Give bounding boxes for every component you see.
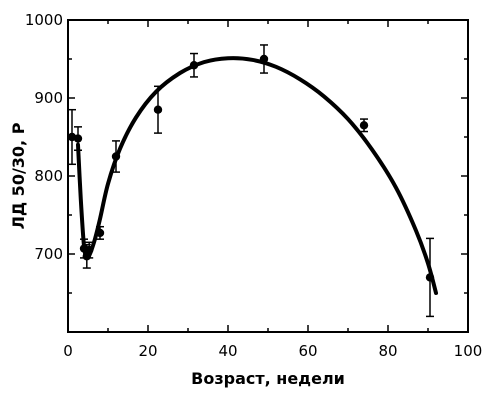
- data-point: [359, 121, 369, 130]
- x-tick-label: 0: [63, 342, 73, 360]
- y-axis-label: ЛД 50/30, Р: [9, 122, 28, 229]
- data-point: [85, 245, 94, 255]
- x-tick-label: 20: [138, 342, 157, 360]
- data-point: [189, 61, 199, 70]
- y-tick-label: 900: [34, 89, 63, 107]
- plot-frame: [67, 19, 469, 333]
- data-point: [73, 134, 83, 143]
- y-tick-label: 1000: [25, 11, 63, 29]
- data-point: [259, 54, 269, 64]
- x-axis-label: Возраст, недели: [191, 369, 345, 388]
- axis-tick-labels: 0 20 40 60 80 100 700 800 900 1000: [25, 11, 483, 360]
- data-points: [67, 54, 435, 282]
- y-tick-label: 700: [34, 245, 63, 263]
- y-tick-label: 800: [34, 167, 63, 185]
- data-point: [153, 105, 163, 114]
- data-point: [425, 273, 435, 282]
- x-tick-label: 80: [378, 342, 397, 360]
- data-point: [111, 152, 121, 161]
- fit-curve: [76, 56, 438, 295]
- error-bars: [68, 44, 434, 318]
- x-tick-label: 40: [218, 342, 237, 360]
- x-tick-label: 100: [454, 342, 483, 360]
- data-point: [95, 228, 105, 238]
- plot-border: [67, 19, 469, 333]
- axis-ticks: [67, 19, 469, 332]
- x-tick-label: 60: [298, 342, 317, 360]
